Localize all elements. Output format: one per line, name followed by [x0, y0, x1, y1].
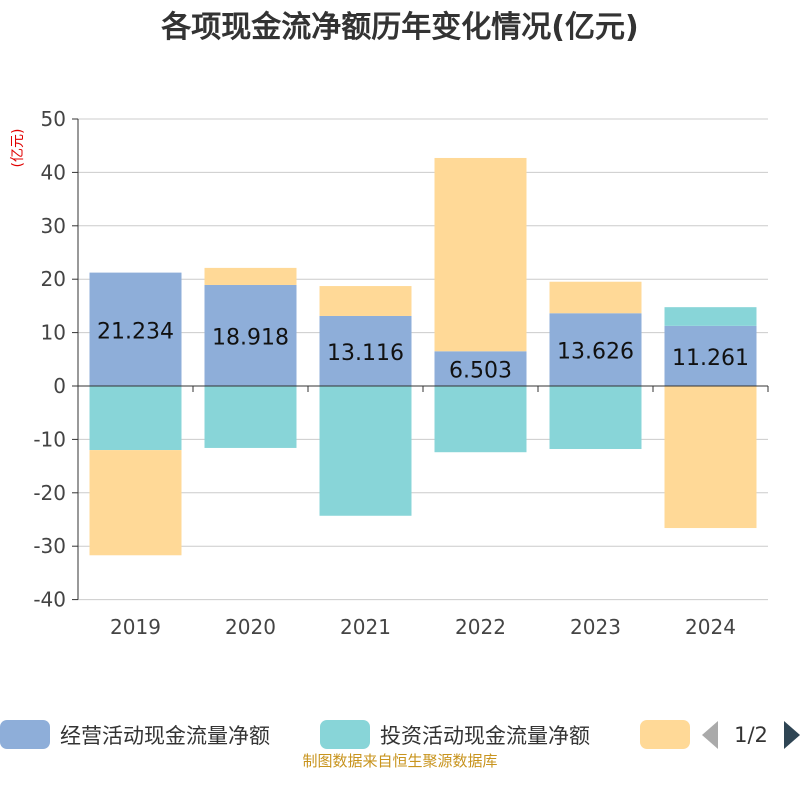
y-tick-label: 20 — [41, 267, 66, 291]
footer-source: 制图数据来自恒生聚源数据库 — [302, 752, 497, 770]
bar-2022-series-1 — [434, 386, 527, 453]
y-tick-label: -40 — [33, 588, 66, 612]
bar-2024-series-2 — [664, 386, 757, 529]
bar-2023-series-2 — [549, 281, 642, 314]
y-tick-label: 40 — [41, 160, 66, 184]
bar-2024-series-0 — [664, 325, 757, 386]
y-tick-label: 10 — [41, 321, 66, 345]
bar-2023-series-1 — [549, 386, 642, 450]
y-tick-label: -30 — [33, 534, 66, 558]
bar-2019-series-0 — [89, 272, 182, 386]
bar-2022-series-0 — [434, 351, 527, 386]
data-label: 13.116 — [327, 341, 404, 366]
legend-item-label[interactable]: 经营活动现金流量净额 — [60, 724, 270, 748]
chart-title: 各项现金流净额历年变化情况(亿元) — [160, 10, 638, 45]
bar-2020-series-2 — [204, 267, 297, 285]
y-tick-label: 50 — [41, 107, 66, 131]
data-label: 11.261 — [672, 346, 749, 371]
bar-2022-series-2 — [434, 157, 527, 352]
x-tick-label: 2023 — [570, 615, 621, 639]
y-tick-label: -10 — [33, 427, 66, 451]
data-label: 6.503 — [449, 359, 512, 384]
legend-prev-icon[interactable] — [702, 721, 718, 749]
y-tick-label: 30 — [41, 214, 66, 238]
bar-2020-series-0 — [204, 284, 297, 386]
bar-2020-series-1 — [204, 386, 297, 448]
x-tick-label: 2022 — [455, 615, 506, 639]
x-tick-label: 2024 — [685, 615, 736, 639]
bar-2021-series-1 — [319, 386, 412, 516]
legend-swatch-1[interactable] — [320, 720, 370, 749]
x-tick-label: 2021 — [340, 615, 391, 639]
y-tick-label: 0 — [53, 374, 66, 398]
data-label: 21.234 — [97, 319, 174, 344]
y-tick-label: -20 — [33, 481, 66, 505]
legend-item-label[interactable]: 投资活动现金流量净额 — [380, 724, 590, 748]
x-tick-label: 2019 — [110, 615, 161, 639]
bar-2021-series-0 — [319, 315, 412, 386]
bar-2024-series-1 — [664, 307, 757, 326]
legend-swatch-0[interactable] — [0, 720, 50, 749]
data-label: 18.918 — [212, 325, 289, 350]
legend-next-icon[interactable] — [784, 721, 800, 749]
legend-page-indicator: 1/2 — [734, 723, 768, 747]
data-label: 13.626 — [557, 340, 634, 365]
bar-2023-series-0 — [549, 313, 642, 386]
legend-swatch-2[interactable] — [640, 720, 690, 749]
bar-2021-series-2 — [319, 286, 412, 316]
bar-2019-series-1 — [89, 386, 182, 451]
x-tick-label: 2020 — [225, 615, 276, 639]
bar-2019-series-2 — [89, 450, 182, 556]
y-axis-label: (亿元) — [10, 129, 26, 168]
